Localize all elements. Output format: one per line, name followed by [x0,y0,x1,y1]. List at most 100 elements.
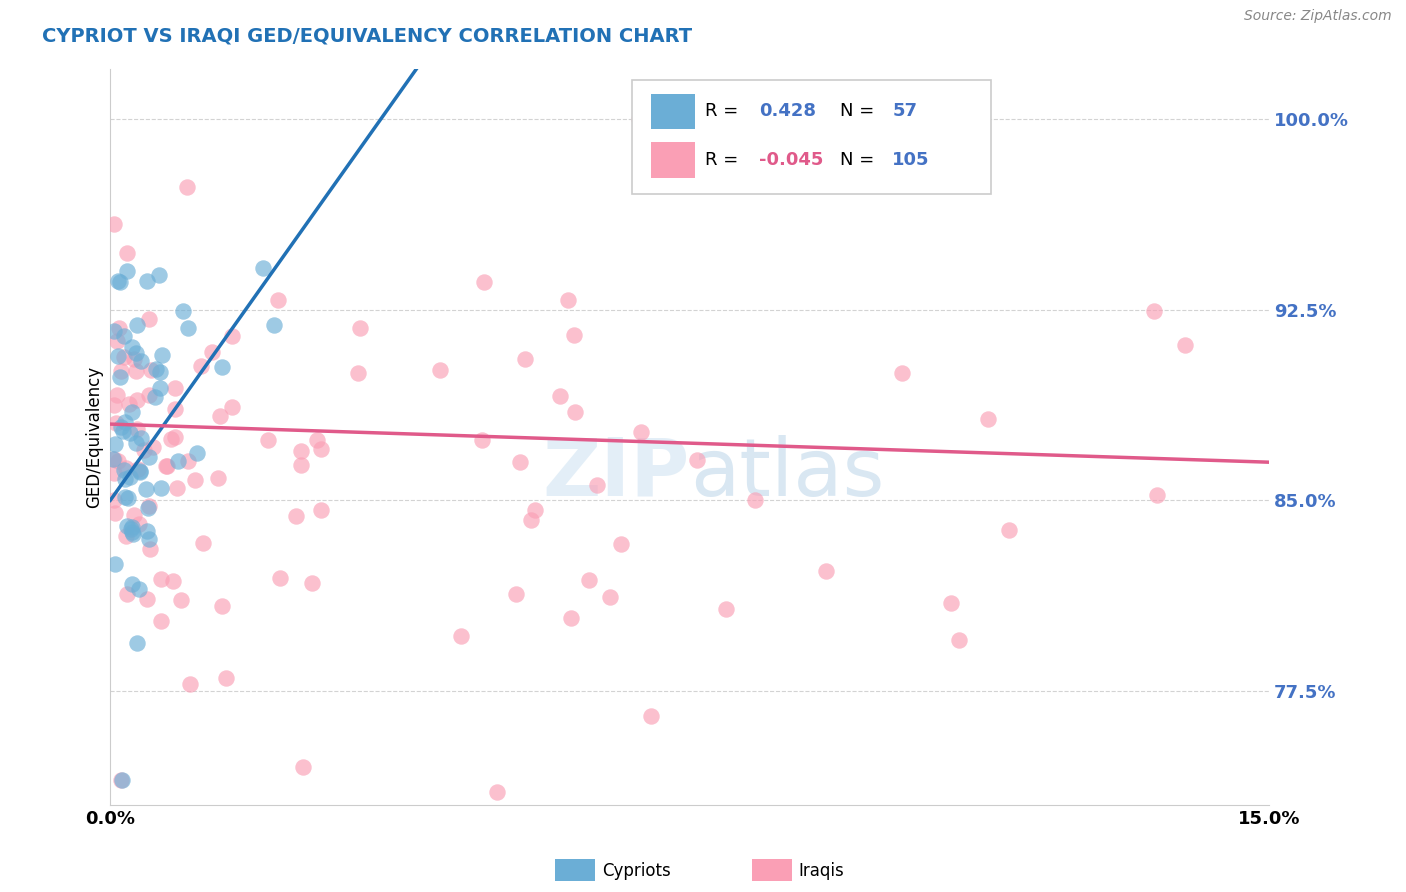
Y-axis label: GED/Equivalency: GED/Equivalency [86,366,104,508]
Point [176,179,198,194]
Point [1146,487,1168,501]
Point [221,400,243,414]
Point [101,452,124,467]
Point [186,446,208,460]
Point [128,517,150,532]
Point [105,334,128,349]
Point [121,524,143,539]
Point [139,362,162,376]
Point [138,499,160,513]
Point [815,565,838,579]
Point [127,636,149,650]
Point [121,527,143,541]
Text: Source: ZipAtlas.com: Source: ZipAtlas.com [1244,9,1392,23]
Point [104,557,127,571]
Point [115,519,138,533]
Point [471,433,494,447]
Point [505,587,527,601]
Point [891,367,914,381]
Point [269,571,291,585]
Point [122,351,145,366]
Text: 0.428: 0.428 [759,103,815,120]
Point [948,632,970,647]
Point [103,467,125,481]
Point [142,441,165,455]
Point [114,415,136,429]
Point [115,529,138,543]
Point [138,450,160,464]
Point [163,402,186,417]
Point [110,369,132,384]
Point [557,293,579,307]
Point [1174,338,1197,352]
Point [628,112,651,127]
Point [112,350,135,364]
Point [105,388,128,402]
Point [112,463,135,477]
Text: atlas: atlas [689,434,884,513]
Point [686,453,709,467]
Point [166,481,188,495]
Point [208,409,231,423]
Point [179,677,201,691]
Point [257,433,280,447]
Point [122,508,145,523]
Text: ZIP: ZIP [543,434,689,513]
Point [311,442,333,457]
Point [121,340,143,354]
Point [519,513,541,527]
Point [125,393,148,408]
Point [103,217,125,231]
Text: N =: N = [841,151,880,169]
Point [523,503,546,517]
Point [150,572,173,586]
Point [114,490,136,504]
FancyBboxPatch shape [631,79,991,194]
Text: 105: 105 [893,151,929,169]
Point [111,772,134,787]
Point [211,599,233,613]
Point [143,390,166,404]
Point [177,320,200,334]
Point [472,275,495,289]
Point [997,523,1019,537]
Point [110,772,132,787]
Point [129,354,152,368]
Point [284,509,307,524]
Point [110,420,132,434]
Point [292,760,315,774]
Point [150,348,173,362]
Point [163,381,186,395]
Point [564,405,586,419]
Point [599,590,621,604]
Point [104,507,127,521]
Point [586,478,609,492]
Point [103,492,125,507]
Point [290,443,312,458]
Point [560,611,582,625]
Point [127,461,149,475]
Point [939,595,962,609]
Point [485,785,508,799]
Point [190,359,212,374]
Point [155,458,177,473]
Point [107,320,129,334]
Point [110,364,132,378]
Point [515,351,537,366]
Point [128,465,150,479]
Text: R =: R = [704,103,744,120]
Bar [651,142,696,178]
Point [149,380,172,394]
Point [117,491,139,505]
Point [134,443,156,458]
Point [744,493,766,508]
Point [125,318,148,333]
Point [252,261,274,276]
Point [221,329,243,343]
Point [145,361,167,376]
Point [118,469,141,483]
Point [211,360,233,375]
Point [193,536,215,550]
Point [121,577,143,591]
Point [349,320,371,334]
